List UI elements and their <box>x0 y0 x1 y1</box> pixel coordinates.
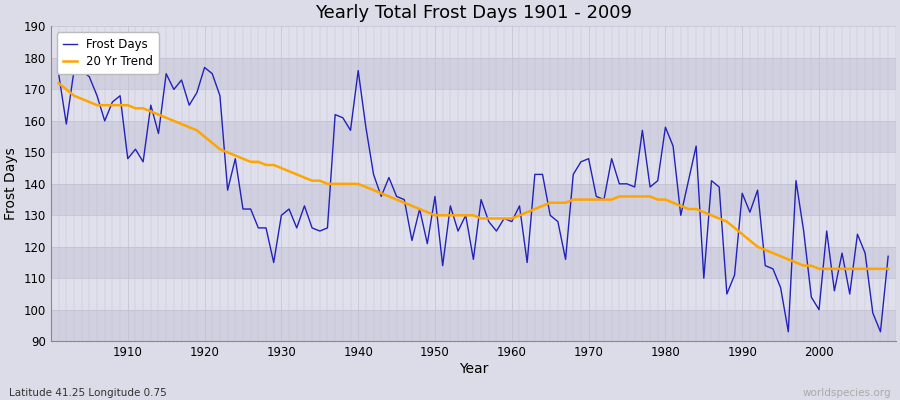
Bar <box>51 184 895 215</box>
Frost Days <box>507 219 517 224</box>
20 Yr Trend <box>598 197 609 202</box>
Frost Days <box>114 93 125 98</box>
20 Yr Trend <box>114 103 125 108</box>
X-axis label: Year: Year <box>459 362 488 376</box>
Y-axis label: Frost Days: Frost Days <box>4 148 18 220</box>
Bar <box>51 278 895 310</box>
20 Yr Trend <box>499 216 509 221</box>
Frost Days <box>292 226 302 230</box>
Frost Days <box>199 65 210 70</box>
Frost Days <box>783 329 794 334</box>
20 Yr Trend <box>329 182 340 186</box>
Bar <box>51 121 895 152</box>
Bar <box>51 215 895 247</box>
Frost Days <box>514 204 525 208</box>
20 Yr Trend <box>53 81 64 86</box>
Bar <box>51 58 895 90</box>
Bar <box>51 310 895 341</box>
Bar <box>51 247 895 278</box>
20 Yr Trend <box>507 216 517 221</box>
Bar <box>51 152 895 184</box>
Line: 20 Yr Trend: 20 Yr Trend <box>58 83 888 269</box>
20 Yr Trend <box>883 266 894 271</box>
Frost Days <box>883 254 894 259</box>
Frost Days <box>607 156 617 161</box>
Legend: Frost Days, 20 Yr Trend: Frost Days, 20 Yr Trend <box>57 32 159 74</box>
Title: Yearly Total Frost Days 1901 - 2009: Yearly Total Frost Days 1901 - 2009 <box>315 4 632 22</box>
Text: worldspecies.org: worldspecies.org <box>803 388 891 398</box>
Frost Days <box>338 115 348 120</box>
20 Yr Trend <box>814 266 824 271</box>
Frost Days <box>53 71 64 76</box>
Text: Latitude 41.25 Longitude 0.75: Latitude 41.25 Longitude 0.75 <box>9 388 166 398</box>
20 Yr Trend <box>284 169 294 174</box>
Bar <box>51 90 895 121</box>
Bar <box>51 26 895 58</box>
Line: Frost Days: Frost Days <box>58 68 888 332</box>
